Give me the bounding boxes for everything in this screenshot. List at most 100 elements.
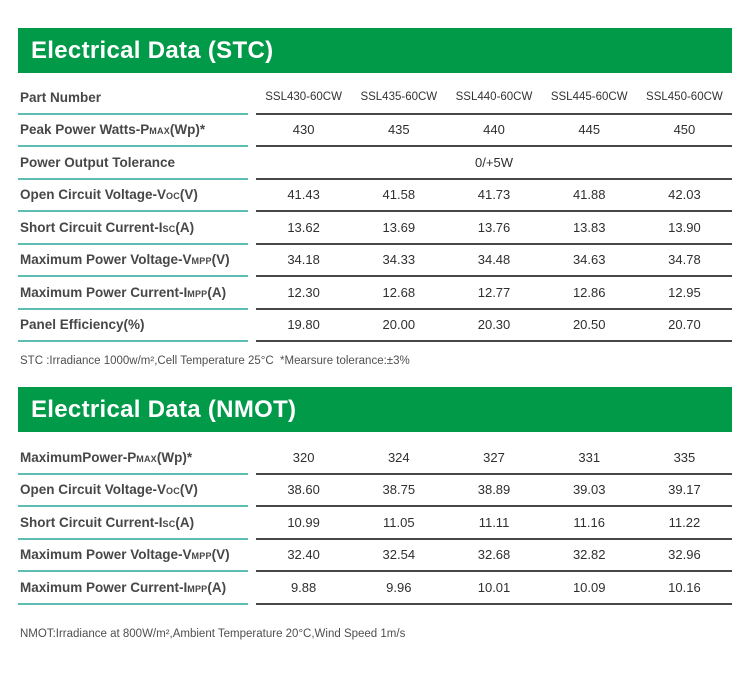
row-value: 42.03	[668, 187, 701, 203]
nmot-footnote: NMOT:Irradiance at 800W/m²,Ambient Tempe…	[20, 627, 406, 640]
row-value: 440	[483, 122, 505, 138]
row-values: 38.60 38.75 38.89 39.03 39.17	[256, 475, 732, 507]
stc-section-title: Electrical Data (STC)	[31, 36, 274, 64]
table-row: Open Circuit Voltage-V OC (V) 41.43 41.58 41.…	[18, 180, 732, 212]
row-value: 12.68	[382, 284, 416, 300]
table-row: Short Circuit Current-I SC (A) 13.62 13.69 13…	[18, 212, 732, 245]
column-header: SSL450-60CW	[646, 91, 723, 104]
row-value: 12.30	[287, 284, 320, 300]
row-value: 12.77	[477, 284, 511, 300]
row-value: 10.09	[572, 579, 606, 595]
column-header: SSL430-60CW	[265, 91, 342, 104]
row-span-value: 0/+5W	[475, 154, 513, 170]
row-values: 32.40 32.54 32.68 32.82 32.96	[256, 540, 732, 572]
stc-table: Part Number SSL430-60CW SSL435-60CW SSL440-…	[18, 82, 732, 342]
row-label-text: Maximum Power Current-I	[20, 284, 188, 300]
table-row: Open Circuit Voltage-V OC (V) 38.60 38.75 38.…	[18, 475, 732, 507]
row-label-text: (A)	[207, 284, 227, 300]
row-value: 9.96	[386, 579, 412, 595]
row-value: 41.88	[572, 187, 606, 203]
row-values: 12.30 12.68 12.77 12.86 12.95	[256, 277, 732, 310]
row-label-text: Open Circuit Voltage-V	[20, 482, 167, 498]
row-label-text: Maximum Power Voltage-V	[20, 252, 192, 268]
row-value: 41.58	[382, 187, 416, 203]
row-label: Maximum Power Current-I MPP (A)	[18, 572, 248, 605]
row-label-text: MaximumPower-P	[20, 449, 137, 465]
row-label: Short Circuit Current-I SC (A)	[18, 507, 248, 540]
row-value: 11.16	[573, 514, 605, 530]
row-label-text: (Wp)*	[169, 122, 206, 138]
row-value: 34.48	[477, 252, 511, 268]
row-label-text: Short Circuit Current-I	[20, 514, 163, 530]
row-value: 20.70	[668, 317, 701, 333]
row-value: 11.05	[383, 514, 415, 530]
row-label-text: (A)	[175, 514, 195, 530]
row-label-subscript: OC	[166, 191, 180, 201]
row-value: 13.69	[382, 219, 416, 235]
section-electrical-stc: Electrical Data (STC) Part Number SSL430-…	[18, 28, 732, 367]
row-value: 430	[292, 122, 315, 138]
row-label-text: (A)	[175, 219, 195, 235]
row-label-subscript: MAX	[149, 126, 170, 136]
row-values: SSL430-60CW SSL435-60CW SSL440-60CW SSL445-…	[256, 82, 732, 115]
row-value: 19.80	[287, 317, 320, 333]
nmot-section-title: Electrical Data (NMOT)	[31, 395, 297, 423]
row-label: Maximum Power Voltage-V MPP (V)	[18, 245, 248, 277]
row-value: 32.82	[572, 547, 606, 563]
row-value: 331	[578, 449, 601, 465]
part-number-label: Part Number	[18, 82, 248, 115]
nmot-header-bar: Electrical Data (NMOT)	[18, 387, 732, 432]
row-label: Open Circuit Voltage-V OC (V)	[18, 180, 248, 212]
row-value: 39.03	[572, 482, 606, 498]
row-values: 320 324 327 331 335	[256, 442, 732, 475]
row-value: 335	[673, 449, 696, 465]
row-values: 13.62 13.69 13.76 13.83 13.90	[256, 212, 732, 245]
row-label-subscript: MPP	[191, 551, 212, 561]
row-value: 324	[387, 449, 410, 465]
table-row: Peak Power Watts-P MAX (Wp)* 430 435 440 445 45…	[18, 115, 732, 147]
row-values: 34.18 34.33 34.48 34.63 34.78	[256, 245, 732, 277]
row-value: 38.60	[287, 482, 320, 498]
row-value: 320	[292, 449, 315, 465]
row-label-text: (A)	[207, 579, 227, 595]
row-label: Power Output Tolerance	[18, 147, 248, 180]
column-header: SSL445-60CW	[550, 91, 628, 104]
row-values: 0/+5W	[256, 147, 732, 180]
row-label-subscript: MAX	[136, 453, 157, 464]
table-row: Maximum Power Current-I MPP (A) 9.88 9.96 10.…	[18, 572, 732, 605]
row-label-text: (Wp)*	[156, 449, 193, 465]
row-value: 32.40	[287, 547, 320, 563]
row-value: 12.95	[668, 284, 701, 300]
row-value: 34.33	[382, 252, 416, 268]
row-values: 9.88 9.96 10.01 10.09 10.16	[256, 572, 732, 605]
row-label-text: Open Circuit Voltage-V	[20, 187, 167, 203]
row-label-text: (V)	[179, 187, 198, 203]
row-value: 327	[483, 449, 505, 465]
row-value: 20.30	[477, 317, 511, 333]
row-value: 38.75	[382, 482, 416, 498]
row-value: 13.83	[572, 219, 606, 235]
table-row: Panel Efficiency(%) 19.80 20.00 20.30 20.50 2…	[18, 310, 732, 342]
table-row: Maximum Power Voltage-V MPP (V) 34.18 34.33 3…	[18, 245, 732, 277]
row-value: 10.01	[477, 579, 511, 595]
nmot-table: MaximumPower-P MAX (Wp)* 320 324 327 331 335 Ope…	[18, 442, 732, 605]
row-label-text: (V)	[179, 482, 198, 498]
row-label-subscript: SC	[162, 223, 176, 234]
row-label-text: Power Output Tolerance	[20, 154, 176, 170]
row-label-text: Peak Power Watts-P	[20, 122, 150, 138]
table-row: MaximumPower-P MAX (Wp)* 320 324 327 331 335	[18, 442, 732, 475]
row-label-subscript: MPP	[187, 583, 208, 594]
row-value: 11.22	[668, 514, 701, 530]
row-label-subscript: MPP	[191, 256, 212, 266]
row-value: 34.78	[668, 252, 701, 268]
row-value: 39.17	[668, 482, 701, 498]
table-row: Power Output Tolerance 0/+5W	[18, 147, 732, 180]
row-value: 34.18	[287, 252, 320, 268]
row-value: 41.43	[287, 187, 320, 203]
row-label-text: Short Circuit Current-I	[20, 219, 163, 235]
row-values: 41.43 41.58 41.73 41.88 42.03	[256, 180, 732, 212]
row-label-subscript: SC	[162, 518, 176, 529]
row-label-subscript: MPP	[187, 288, 208, 299]
row-value: 13.62	[287, 219, 320, 235]
row-label: Panel Efficiency(%)	[18, 310, 248, 342]
